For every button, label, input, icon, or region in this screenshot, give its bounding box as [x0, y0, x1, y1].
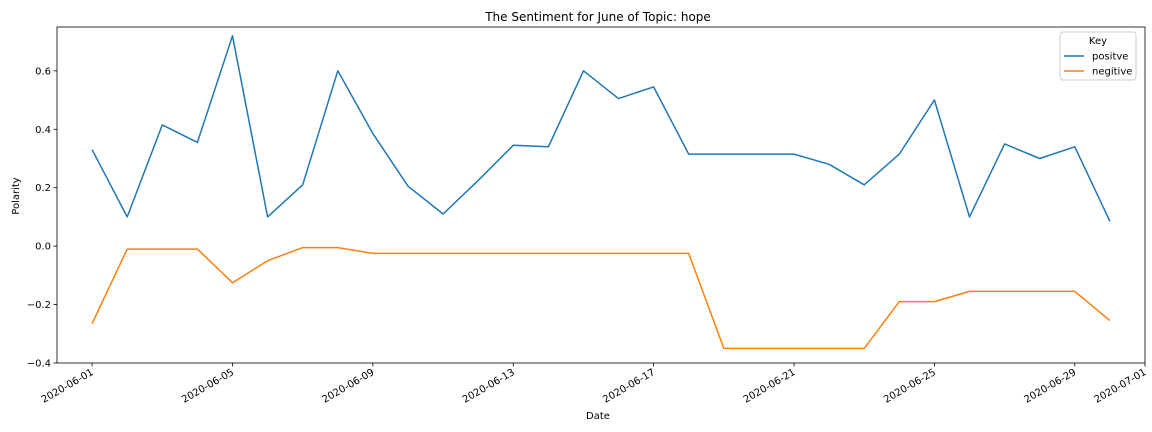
y-tick-label: −0.4	[27, 359, 51, 370]
legend-label-1: positve	[1092, 52, 1128, 63]
legend-title: Key	[1089, 36, 1107, 47]
legend-box	[1059, 31, 1137, 81]
y-tick-label: 0.2	[35, 183, 51, 194]
x-axis-label: Date	[586, 411, 610, 422]
y-tick-label: −0.2	[27, 300, 51, 311]
y-tick-label: 0.4	[35, 125, 51, 136]
y-tick-label: 0.0	[35, 242, 51, 253]
y-axis-label: Polarity	[11, 177, 22, 215]
series-line-1	[91, 35, 1111, 222]
legend-label-2: negitive	[1092, 67, 1132, 78]
series-line-2	[91, 246, 1111, 350]
chart-title: The Sentiment for June of Topic: hope	[484, 10, 711, 24]
axes-frame	[56, 26, 1146, 364]
legend: Key positve negitive	[1059, 31, 1137, 81]
y-tick-label: 0.6	[35, 66, 51, 77]
